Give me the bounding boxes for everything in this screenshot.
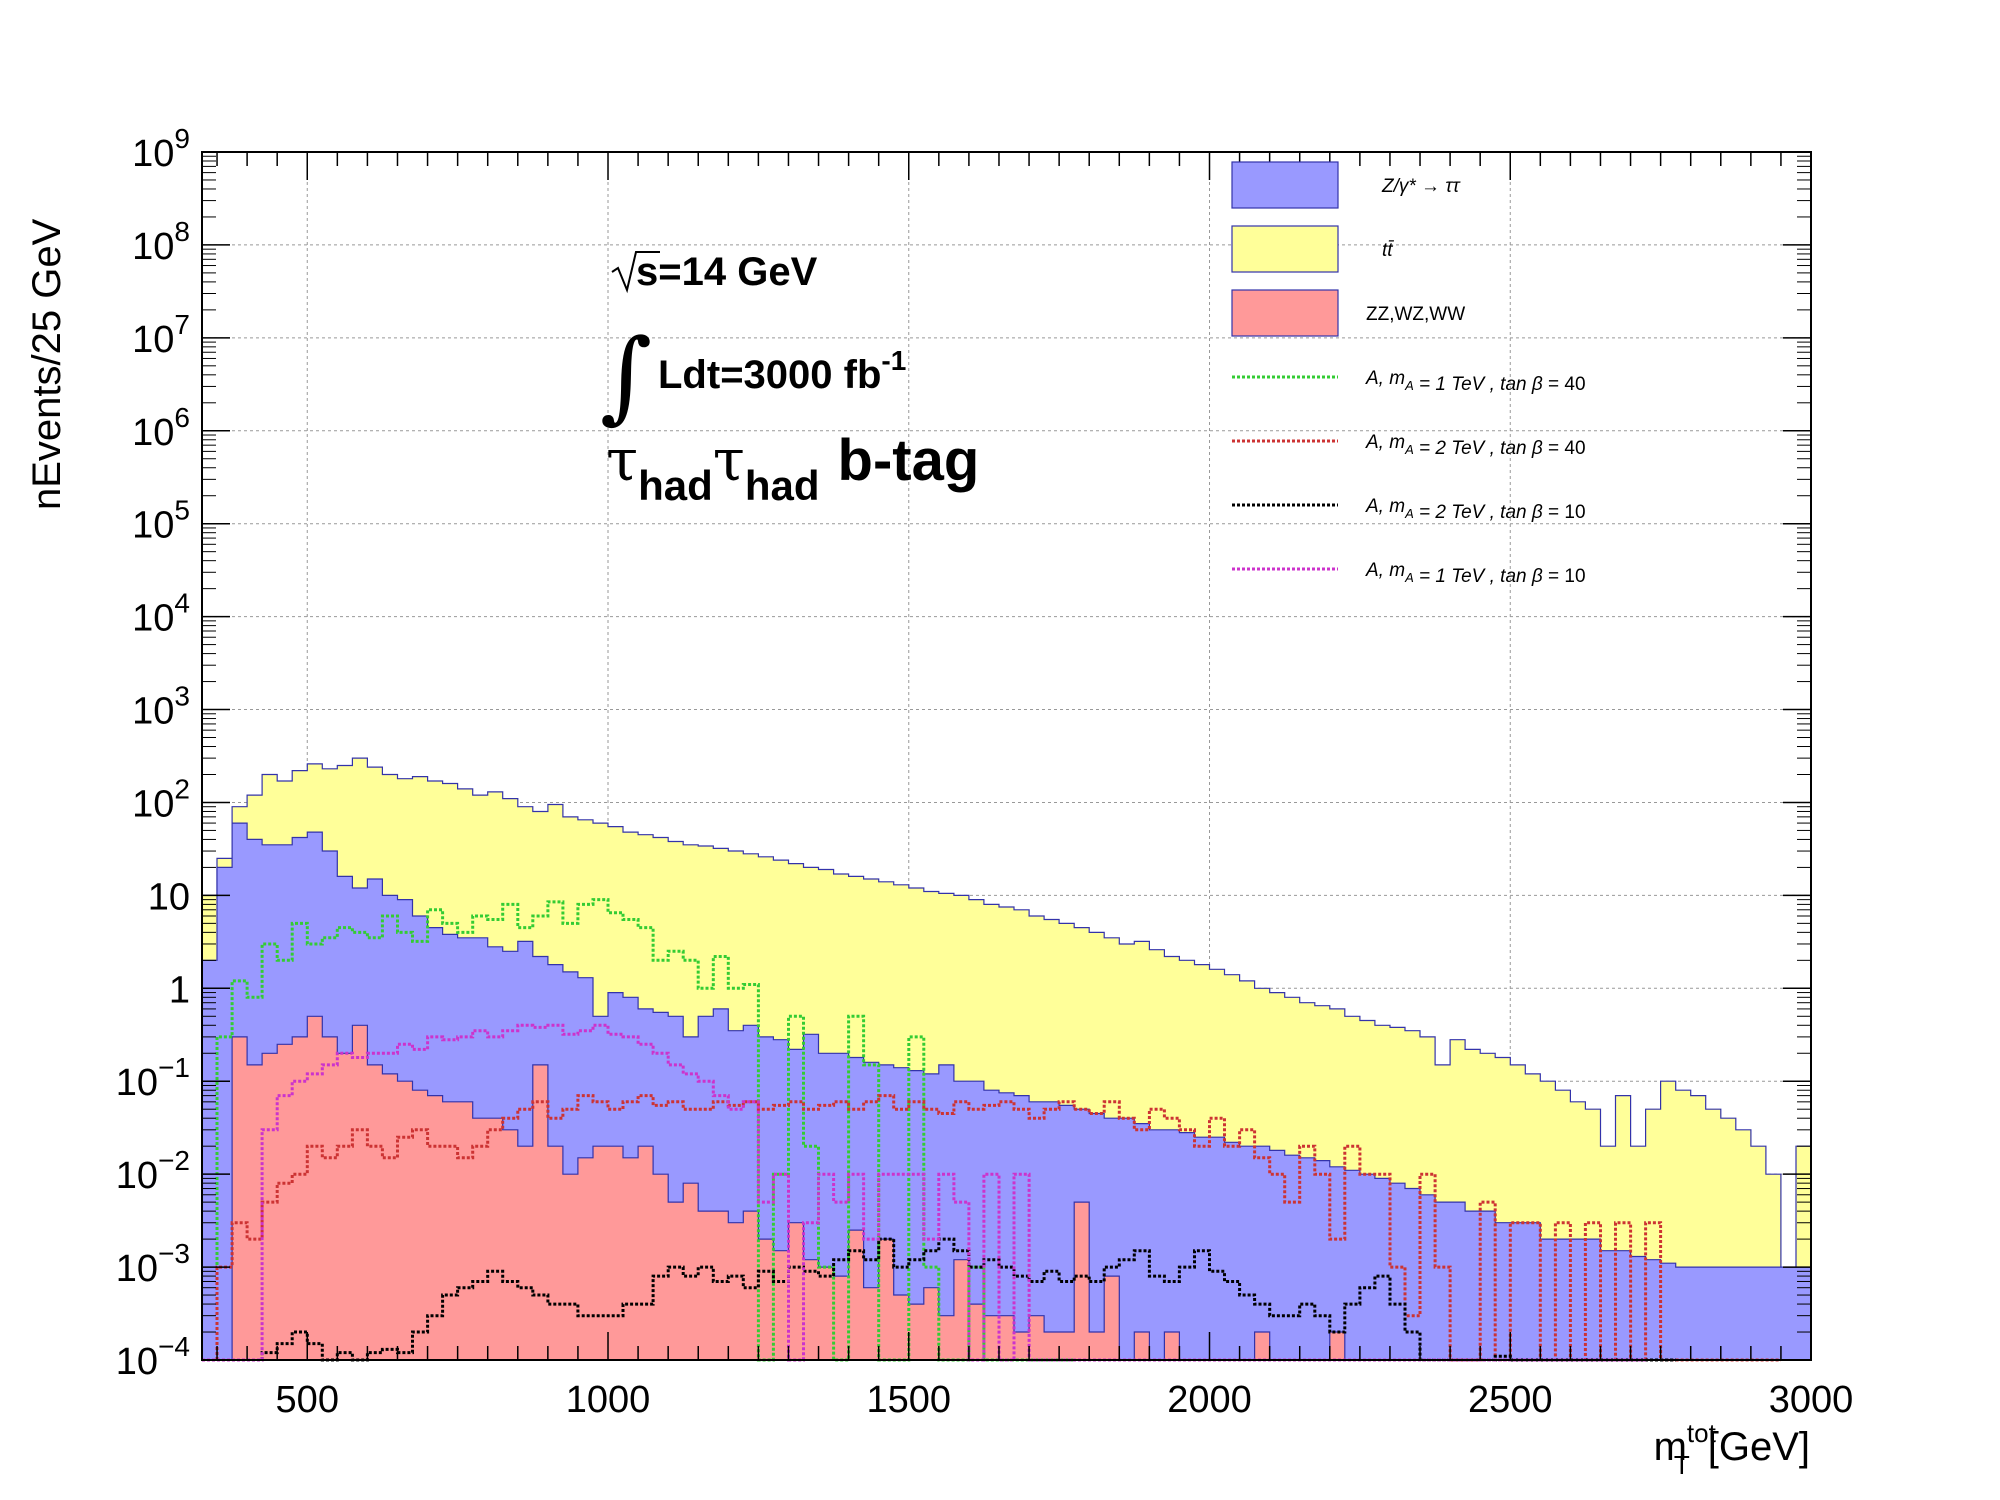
y-tick-label-11: 10−2 (116, 1145, 190, 1197)
legend-swatch-1 (1231, 225, 1339, 273)
y-tick-base: 1 (169, 969, 190, 1011)
y-tick-base: 10 (116, 1248, 158, 1290)
y-tick-base: 10 (116, 1155, 158, 1197)
y-tick-label-1: 108 (132, 216, 190, 268)
y-tick-base: 10 (132, 226, 174, 268)
y-tick-base: 10 (132, 505, 174, 547)
y-tick-label-0: 109 (132, 123, 190, 175)
y-tick-exp: 4 (174, 588, 190, 619)
x-tick-label-2000: 2000 (1167, 1379, 1252, 1421)
y-tick-exp: 2 (174, 773, 190, 804)
y-tick-labels: 10910810710610510410310210110−110−210−31… (116, 123, 190, 1383)
legend-label-0: Z/γ* → ττ (1381, 176, 1461, 197)
y-tick-exp: −3 (158, 1238, 190, 1269)
x-tick-labels: 500 1000 1500 2000 2500 3000 (276, 1379, 1854, 1421)
legend: Z/γ* → ττ tt̄ ZZ,WZ,WW A, mA = 1 TeV , tan … (1231, 161, 1586, 587)
series-line-5 (202, 1237, 1676, 1362)
sqrt-symbol (611, 251, 660, 294)
x-tick-label-1000: 1000 (566, 1379, 651, 1421)
legend-label-4: A, mA = 2 TeV , tan β = 40 (1365, 432, 1586, 459)
y-tick-base: 10 (132, 133, 174, 175)
y-tick-label-13: 10−4 (116, 1331, 190, 1383)
y-tick-exp: −4 (158, 1331, 190, 1362)
y-tick-label-5: 104 (132, 588, 190, 640)
y-axis-title: nEvents/25 GeV (25, 218, 69, 510)
luminosity-sup: -1 (881, 345, 906, 376)
y-tick-label-4: 105 (132, 495, 190, 547)
energy-annotation: s=14 GeV (611, 250, 818, 294)
legend-swatch-2 (1231, 289, 1339, 337)
plot-frame (201, 151, 1812, 1361)
channel-tau-1: τ (606, 426, 638, 494)
energy-label: s=14 GeV (636, 250, 818, 294)
x-tick-label-1500: 1500 (866, 1379, 951, 1421)
channel-annotation: τhadτhad b-tag (606, 426, 979, 509)
y-tick-label-8: 10 (148, 876, 190, 918)
channel-tag: b-tag (838, 428, 980, 493)
x-axis-title-sup: tot (1687, 1418, 1717, 1448)
y-tick-label-12: 10−3 (116, 1238, 190, 1290)
y-tick-base: 10 (132, 412, 174, 454)
integral-symbol: ∫ (600, 317, 652, 434)
luminosity-label: Ldt=3000 fb-1 (658, 345, 906, 397)
y-tick-label-9: 1 (169, 969, 190, 1011)
y-tick-label-10: 10−1 (116, 1052, 190, 1104)
legend-swatch-0 (1231, 161, 1339, 209)
legend-label-3: A, mA = 1 TeV , tan β = 40 (1365, 368, 1586, 395)
channel-sub-2: had (745, 462, 820, 509)
y-tick-exp: 9 (174, 123, 190, 154)
y-tick-base: 10 (132, 319, 174, 361)
y-tick-label-2: 107 (132, 309, 190, 361)
y-tick-base: 10 (116, 1341, 158, 1383)
x-axis-title-main: m (1654, 1425, 1687, 1469)
legend-label-2: ZZ,WZ,WW (1366, 304, 1465, 325)
y-tick-label-3: 106 (132, 402, 190, 454)
legend-label-1: tt̄ (1382, 240, 1394, 261)
y-tick-exp: −1 (158, 1052, 190, 1083)
series-line-6 (202, 1023, 1646, 1362)
y-tick-label-6: 103 (132, 681, 190, 733)
y-tick-exp: 3 (174, 681, 190, 712)
legend-label-5: A, mA = 2 TeV , tan β = 10 (1365, 496, 1586, 523)
x-axis-title-units: [GeV] (1708, 1425, 1810, 1469)
y-tick-base: 10 (132, 691, 174, 733)
y-tick-exp: 5 (174, 495, 190, 526)
y-tick-exp: 8 (174, 216, 190, 247)
y-tick-exp: 7 (174, 309, 190, 340)
x-axis-title: mtot T [GeV] (1654, 1418, 1810, 1480)
channel-sub-1: had (638, 462, 713, 509)
y-tick-base: 10 (116, 1062, 158, 1104)
channel-tau-2: τ (713, 426, 745, 494)
y-tick-exp: −2 (158, 1145, 190, 1176)
x-tick-label-3000: 3000 (1769, 1379, 1854, 1421)
series-line-4 (202, 1094, 1781, 1362)
axis-ticks (202, 151, 1812, 1361)
x-tick-label-2500: 2500 (1468, 1379, 1553, 1421)
legend-label-6: A, mA = 1 TeV , tan β = 10 (1365, 560, 1586, 587)
luminosity-main: Ldt=3000 fb (658, 353, 881, 397)
x-axis-title-sub: T (1674, 1450, 1690, 1480)
y-tick-base: 10 (132, 598, 174, 640)
luminosity-annotation: ∫ Ldt=3000 fb-1 (600, 317, 906, 434)
y-tick-base: 10 (148, 876, 190, 918)
y-tick-exp: 6 (174, 402, 190, 433)
y-tick-label-7: 102 (132, 773, 190, 825)
x-tick-label-500: 500 (276, 1379, 339, 1421)
y-tick-base: 10 (132, 783, 174, 825)
